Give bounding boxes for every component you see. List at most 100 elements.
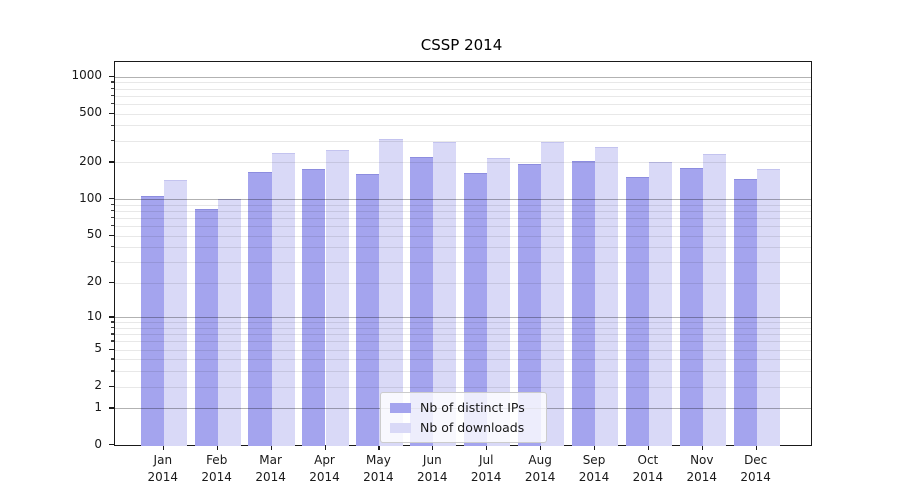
- y-minor-tick-mark-300: [110, 139, 114, 141]
- x-tick-year: 2014: [201, 469, 232, 484]
- y-tick-mark-1: [108, 407, 114, 409]
- x-tick-year: 2014: [147, 469, 179, 484]
- x-tick-year: 2014: [255, 469, 286, 484]
- y-tick-label-500: 500: [79, 105, 102, 120]
- y-minor-tick-mark-400: [110, 124, 114, 126]
- x-tick-month: Jul: [478, 453, 494, 468]
- bar-nb-of-downloads-sep: [595, 146, 619, 447]
- x-tick-month: Feb: [206, 453, 228, 468]
- x-tick-month: Mar: [259, 453, 282, 468]
- legend-label-distinct-ips: Nb of distinct IPs: [420, 400, 525, 415]
- x-tick-mark-oct: [647, 445, 650, 451]
- y-tick-mark-50: [108, 234, 114, 236]
- bar-nb-of-downloads-jun: [433, 142, 457, 447]
- x-tick-year: 2014: [740, 469, 771, 484]
- y-tick-mark-1000: [108, 75, 114, 77]
- bar-nb-of-distinct-ips-aug: [517, 164, 542, 447]
- y-minor-tick-mark-800: [110, 87, 114, 89]
- legend: Nb of distinct IPs Nb of downloads: [380, 392, 547, 443]
- y-tick-mark-0: [108, 444, 114, 446]
- x-tick-month: Oct: [637, 453, 659, 468]
- bar-nb-of-distinct-ips-mar: [248, 171, 272, 447]
- bar-nb-of-downloads-jan: [163, 179, 187, 447]
- y-minor-tick-mark-4: [110, 358, 114, 360]
- chart-title: CSSP 2014: [420, 36, 503, 54]
- x-tick-month: Dec: [744, 453, 768, 468]
- bar-nb-of-distinct-ips-jan: [140, 196, 164, 447]
- y-minor-tick-mark-700: [110, 94, 114, 96]
- bar-nb-of-distinct-ips-nov: [679, 167, 703, 447]
- y-minor-tick-mark-600: [110, 102, 114, 105]
- bar-nb-of-downloads-aug: [541, 141, 565, 447]
- x-tick-label-feb: Feb 2014: [189, 452, 245, 485]
- y-tick-label-1000: 1000: [71, 68, 102, 83]
- y-tick-mark-5: [108, 348, 114, 350]
- y-minor-tick-mark-900: [110, 81, 114, 83]
- y-tick-mark-20: [108, 281, 114, 284]
- x-tick-month: Apr: [314, 453, 335, 468]
- bar-nb-of-distinct-ips-may: [356, 174, 380, 447]
- y-minor-tick-mark-6: [110, 340, 114, 342]
- x-tick-mark-may: [378, 445, 380, 451]
- bar-nb-of-downloads-dec: [756, 168, 780, 447]
- x-tick-month: Jan: [153, 453, 173, 468]
- y-minor-tick-mark-80: [110, 209, 114, 212]
- x-tick-label-nov: Nov 2014: [674, 452, 730, 485]
- x-tick-year: 2014: [309, 469, 340, 484]
- y-minor-tick-mark-70: [110, 216, 114, 219]
- y-tick-label-5: 5: [94, 341, 102, 356]
- x-tick-label-jan: Jan 2014: [135, 452, 191, 485]
- x-tick-year: 2014: [417, 469, 448, 484]
- x-tick-mark-dec: [755, 445, 757, 451]
- y-tick-mark-500: [108, 112, 114, 114]
- x-tick-month: Aug: [528, 453, 552, 468]
- x-tick-label-may: May 2014: [350, 452, 406, 485]
- x-tick-label-jun: Jun 2014: [404, 452, 460, 485]
- y-tick-label-10: 10: [86, 308, 102, 323]
- x-tick-label-sep: Sep 2014: [566, 452, 622, 485]
- y-minor-tick-mark-40: [110, 246, 114, 248]
- y-minor-tick-mark-8: [110, 327, 114, 329]
- legend-label-downloads: Nb of downloads: [420, 420, 525, 435]
- y-tick-mark-10: [108, 316, 114, 318]
- x-tick-mark-aug: [540, 445, 542, 451]
- y-minor-tick-mark-30: [110, 261, 114, 263]
- bar-nb-of-downloads-mar: [271, 152, 295, 447]
- bar-nb-of-downloads-nov: [702, 153, 726, 447]
- x-tick-mark-mar: [270, 445, 272, 451]
- x-tick-month: Jun: [422, 453, 442, 468]
- x-tick-label-oct: Oct 2014: [620, 452, 676, 485]
- y-minor-tick-mark-3: [110, 370, 114, 372]
- bar-nb-of-distinct-ips-jul: [464, 172, 488, 447]
- x-tick-mark-sep: [594, 445, 596, 451]
- x-tick-label-apr: Apr 2014: [297, 452, 353, 485]
- x-tick-label-jul: Jul 2014: [458, 452, 514, 485]
- plot-area: [113, 60, 812, 447]
- bar-nb-of-distinct-ips-jun: [410, 157, 434, 447]
- x-tick-mark-jul: [486, 445, 488, 451]
- bar-nb-of-distinct-ips-dec: [733, 179, 757, 447]
- bar-nb-of-distinct-ips-sep: [571, 160, 595, 447]
- y-tick-label-1: 1: [94, 399, 102, 414]
- y-tick-label-2: 2: [94, 378, 102, 393]
- x-tick-mark-nov: [701, 445, 703, 451]
- y-minor-tick-mark-90: [110, 203, 114, 205]
- y-minor-tick-mark-60: [110, 224, 114, 227]
- bar-nb-of-distinct-ips-feb: [194, 208, 218, 447]
- y-minor-tick-mark-7: [110, 333, 114, 335]
- bar-nb-of-downloads-jul: [487, 157, 511, 447]
- x-tick-month: May: [365, 453, 391, 468]
- x-tick-mark-feb: [216, 445, 218, 451]
- y-tick-label-200: 200: [79, 153, 102, 168]
- y-tick-label-50: 50: [86, 227, 102, 242]
- legend-swatch-distinct-ips: [390, 402, 411, 413]
- bar-nb-of-downloads-apr: [325, 150, 349, 447]
- y-tick-mark-2: [108, 385, 114, 387]
- x-tick-year: 2014: [686, 469, 718, 484]
- legend-swatch-downloads: [390, 422, 411, 433]
- y-tick-label-20: 20: [86, 274, 102, 289]
- bar-nb-of-distinct-ips-oct: [625, 176, 649, 447]
- y-tick-mark-100: [108, 198, 114, 200]
- x-tick-year: 2014: [632, 469, 664, 484]
